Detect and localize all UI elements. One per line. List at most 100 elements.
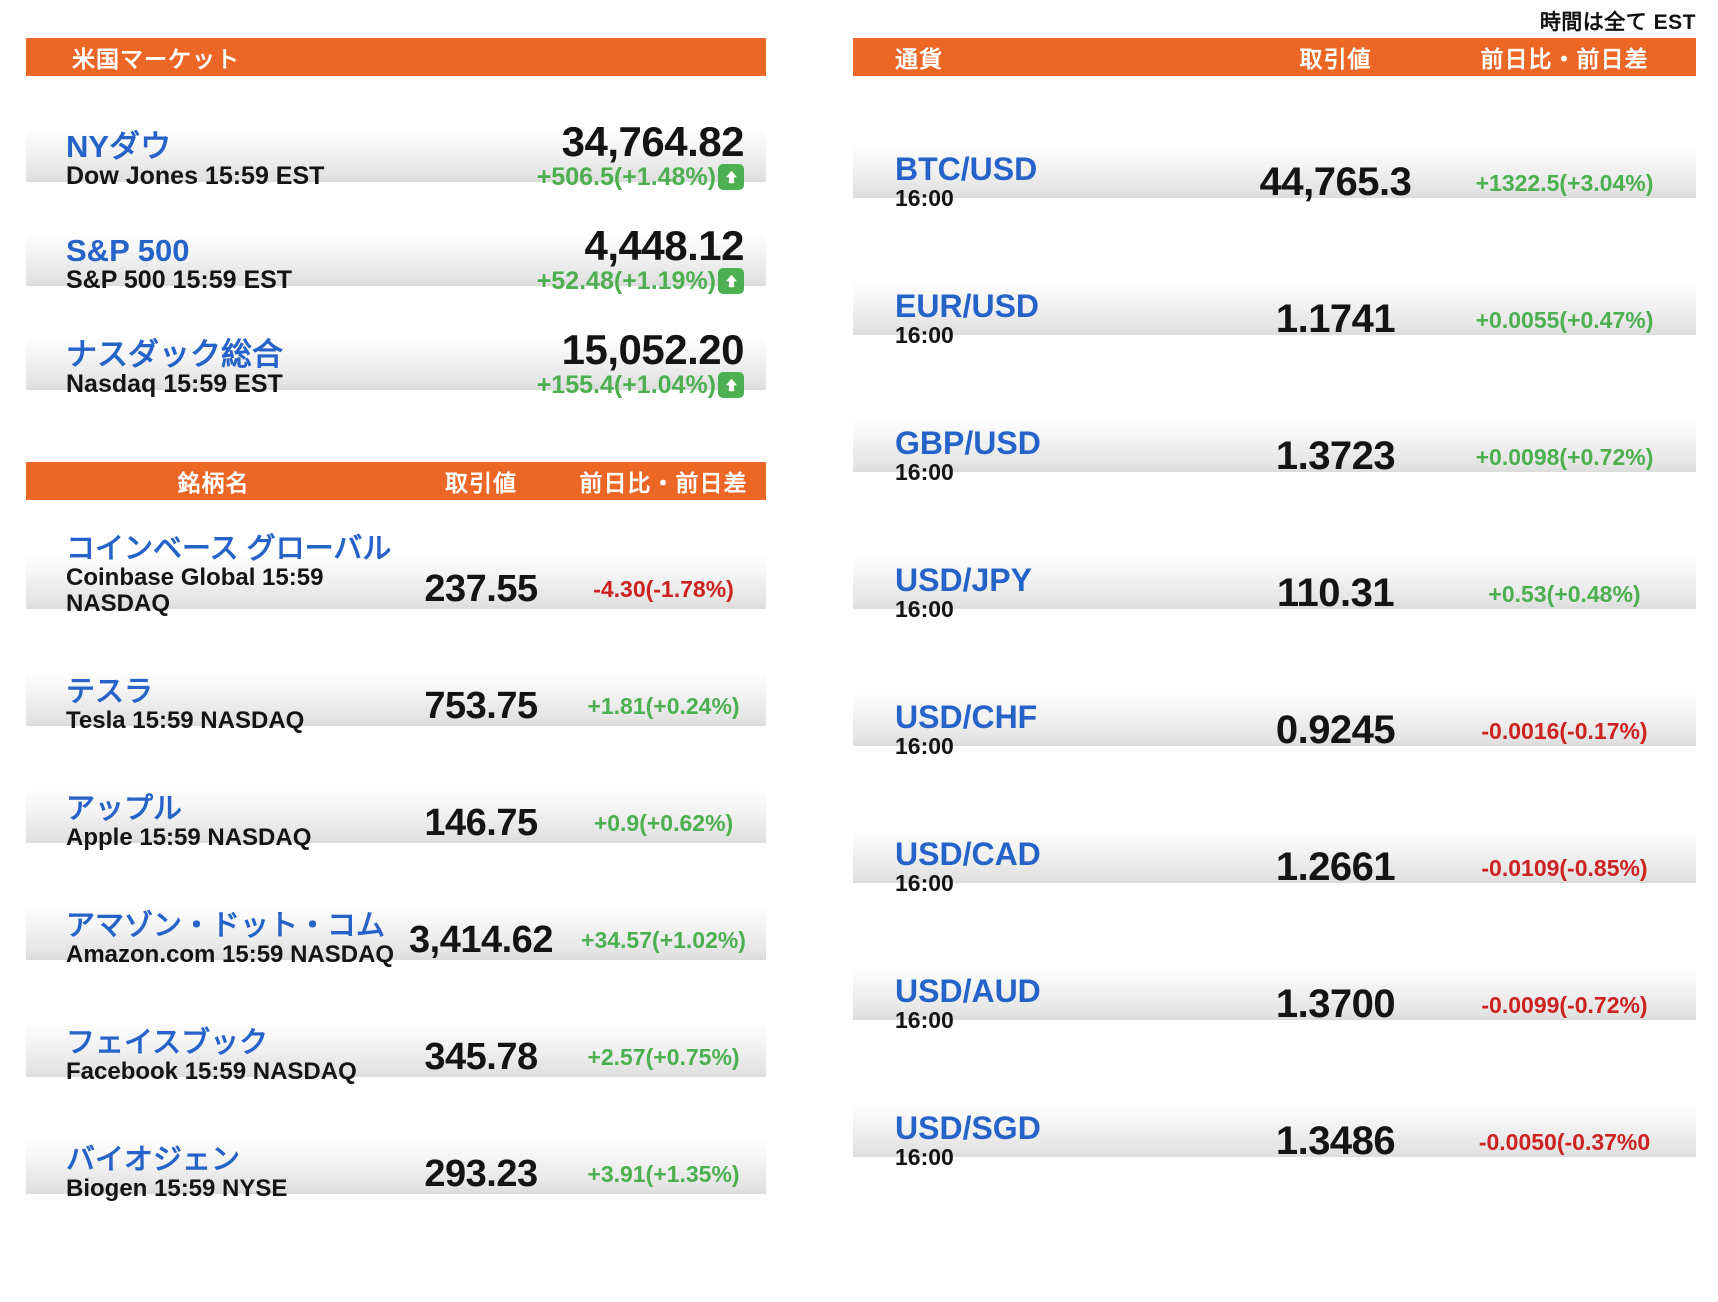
stock-name-jp[interactable]: コインベース グローバル bbox=[66, 532, 392, 565]
index-name-jp[interactable]: ナスダック総合 bbox=[66, 336, 283, 372]
stock-name-jp[interactable]: バイオジェン bbox=[66, 1143, 241, 1176]
row-band bbox=[853, 418, 1696, 472]
index-row[interactable]: ナスダック総合 Nasdaq 15:59 EST 15,052.20 +155.4(+… bbox=[26, 294, 766, 398]
row-band bbox=[853, 281, 1696, 335]
index-value: 4,448.12 bbox=[584, 221, 745, 269]
table-row[interactable]: コインベース グローバル Coinbase Global 15:59 NASDAQ… bbox=[26, 504, 766, 621]
currency-price: 110.31 bbox=[1276, 571, 1395, 615]
index-value: 15,052.20 bbox=[561, 325, 745, 373]
stock-name-en: Amazon.com 15:59 NASDAQ bbox=[66, 941, 395, 969]
currency-time: 16:00 bbox=[895, 1144, 954, 1171]
currency-change: +0.0055(+0.47%) bbox=[1475, 307, 1654, 333]
currency-change: -0.0050(-0.37%0 bbox=[1478, 1129, 1651, 1155]
currency-price: 44,765.3 bbox=[1259, 160, 1412, 204]
stock-price: 3,414.62 bbox=[409, 919, 553, 961]
row-band bbox=[853, 692, 1696, 746]
table-row[interactable]: フェイスブック Facebook 15:59 NASDAQ 345.78 +2.57(… bbox=[26, 972, 766, 1089]
row-band bbox=[26, 1139, 766, 1194]
currency-pair[interactable]: EUR/USD bbox=[895, 287, 1040, 324]
currency-pair[interactable]: GBP/USD bbox=[895, 424, 1041, 461]
currency-change: -0.0016(-0.17%) bbox=[1481, 718, 1648, 744]
fx-col-name: 通貨 bbox=[895, 46, 943, 72]
currency-pair[interactable]: USD/CHF bbox=[895, 698, 1038, 735]
stock-change: +3.91(+1.35%) bbox=[587, 1161, 740, 1187]
currency-pair[interactable]: USD/SGD bbox=[895, 1109, 1041, 1146]
stock-price: 237.55 bbox=[424, 568, 538, 610]
table-row[interactable]: USD/CHF 16:00 0.9245 -0.0016(-0.17%) bbox=[853, 630, 1696, 767]
stock-list: コインベース グローバル Coinbase Global 15:59 NASDAQ… bbox=[26, 504, 766, 1206]
index-name-jp[interactable]: NYダウ bbox=[66, 128, 172, 164]
index-name-en: S&P 500 15:59 EST bbox=[66, 266, 293, 294]
row-band bbox=[853, 555, 1696, 609]
stock-name-en: Coinbase Global 15:59 NASDAQ bbox=[66, 564, 324, 618]
stocks-col-price: 取引値 bbox=[445, 470, 517, 496]
arrow-up-icon bbox=[718, 163, 744, 190]
currency-time: 16:00 bbox=[895, 733, 954, 760]
table-row[interactable]: BTC/USD 16:00 44,765.3 +1322.5(+3.04%) bbox=[853, 82, 1696, 219]
currency-price: 1.3486 bbox=[1275, 1119, 1396, 1163]
arrow-up-icon bbox=[718, 371, 744, 398]
right-column: 通貨 取引値 前日比・前日差 BTC/USD 16:00 44,765.3 +1322… bbox=[853, 38, 1696, 1178]
left-column: 米国マーケット NYダウ Dow Jones 15:59 EST 34,764.82… bbox=[26, 38, 766, 1206]
stocks-col-change: 前日比・前日差 bbox=[579, 470, 748, 496]
currency-price: 0.9245 bbox=[1275, 708, 1396, 752]
stock-price: 345.78 bbox=[424, 1036, 538, 1078]
currency-change: +0.53(+0.48%) bbox=[1488, 581, 1641, 607]
row-band bbox=[26, 788, 766, 843]
timezone-note: 時間は全て EST bbox=[1539, 11, 1696, 34]
row-band bbox=[853, 144, 1696, 198]
table-row[interactable]: USD/JPY 16:00 110.31 +0.53(+0.48%) bbox=[853, 493, 1696, 630]
row-band bbox=[853, 829, 1696, 883]
stock-name-jp[interactable]: アップル bbox=[66, 792, 183, 825]
index-name-jp[interactable]: S&P 500 bbox=[66, 232, 190, 268]
stock-change: +1.81(+0.24%) bbox=[587, 693, 740, 719]
currency-time: 16:00 bbox=[895, 185, 954, 212]
index-row[interactable]: NYダウ Dow Jones 15:59 EST 34,764.82 +506.5(+… bbox=[26, 86, 766, 190]
stock-name-jp[interactable]: テスラ bbox=[66, 675, 154, 708]
fx-col-change: 前日比・前日差 bbox=[1480, 46, 1649, 72]
currency-change: -0.0099(-0.72%) bbox=[1481, 992, 1648, 1018]
table-row[interactable]: USD/CAD 16:00 1.2661 -0.0109(-0.85%) bbox=[853, 767, 1696, 904]
row-band bbox=[26, 671, 766, 726]
row-band bbox=[853, 966, 1696, 1020]
currency-pair[interactable]: USD/JPY bbox=[895, 561, 1032, 598]
row-band bbox=[26, 336, 766, 390]
stock-name-en: Facebook 15:59 NASDAQ bbox=[66, 1058, 357, 1086]
currency-time: 16:00 bbox=[895, 459, 954, 486]
currency-time: 16:00 bbox=[895, 322, 954, 349]
currency-time: 16:00 bbox=[895, 870, 954, 897]
currency-change: +0.0098(+0.72%) bbox=[1475, 444, 1654, 470]
index-list: NYダウ Dow Jones 15:59 EST 34,764.82 +506.5(+… bbox=[26, 86, 766, 398]
stock-name-jp[interactable]: アマゾン・ドット・コム bbox=[66, 909, 386, 942]
currency-price: 1.2661 bbox=[1275, 845, 1396, 889]
row-band bbox=[26, 232, 766, 286]
table-row[interactable]: アマゾン・ドット・コム Amazon.com 15:59 NASDAQ 3,414.… bbox=[26, 855, 766, 972]
currency-pair[interactable]: BTC/USD bbox=[895, 150, 1038, 187]
currency-price: 1.3700 bbox=[1275, 982, 1396, 1026]
table-row[interactable]: EUR/USD 16:00 1.1741 +0.0055(+0.47%) bbox=[853, 219, 1696, 356]
currency-change: -0.0109(-0.85%) bbox=[1481, 855, 1648, 881]
stock-price: 753.75 bbox=[424, 685, 538, 727]
stock-change: +2.57(+0.75%) bbox=[587, 1044, 740, 1070]
stock-name-jp[interactable]: フェイスブック bbox=[66, 1026, 269, 1059]
arrow-up-icon bbox=[718, 267, 744, 294]
row-band bbox=[26, 1022, 766, 1077]
stock-price: 146.75 bbox=[424, 802, 538, 844]
currency-price: 1.1741 bbox=[1275, 297, 1396, 341]
stock-change: +0.9(+0.62%) bbox=[593, 810, 734, 836]
currency-table-header: 通貨 取引値 前日比・前日差 bbox=[853, 38, 1696, 76]
table-row[interactable]: USD/AUD 16:00 1.3700 -0.0099(-0.72%) bbox=[853, 904, 1696, 1041]
index-row[interactable]: S&P 500 S&P 500 15:59 EST 4,448.12 +52.48(+… bbox=[26, 190, 766, 294]
currency-pair[interactable]: USD/AUD bbox=[895, 972, 1041, 1009]
table-row[interactable]: GBP/USD 16:00 1.3723 +0.0098(+0.72%) bbox=[853, 356, 1696, 493]
table-row[interactable]: バイオジェン Biogen 15:59 NYSE 293.23 +3.91(+1.35… bbox=[26, 1089, 766, 1206]
table-row[interactable]: アップル Apple 15:59 NASDAQ 146.75 +0.9(+0.62%) bbox=[26, 738, 766, 855]
table-row[interactable]: USD/SGD 16:00 1.3486 -0.0050(-0.37%0 bbox=[853, 1041, 1696, 1178]
stock-name-en: Biogen 15:59 NYSE bbox=[66, 1175, 288, 1203]
index-change: +506.5(+1.48%) bbox=[536, 162, 716, 191]
currency-pair[interactable]: USD/CAD bbox=[895, 835, 1041, 872]
stock-price: 293.23 bbox=[424, 1153, 538, 1195]
index-change: +52.48(+1.19%) bbox=[536, 266, 716, 295]
table-row[interactable]: テスラ Tesla 15:59 NASDAQ 753.75 +1.81(+0.24%) bbox=[26, 621, 766, 738]
